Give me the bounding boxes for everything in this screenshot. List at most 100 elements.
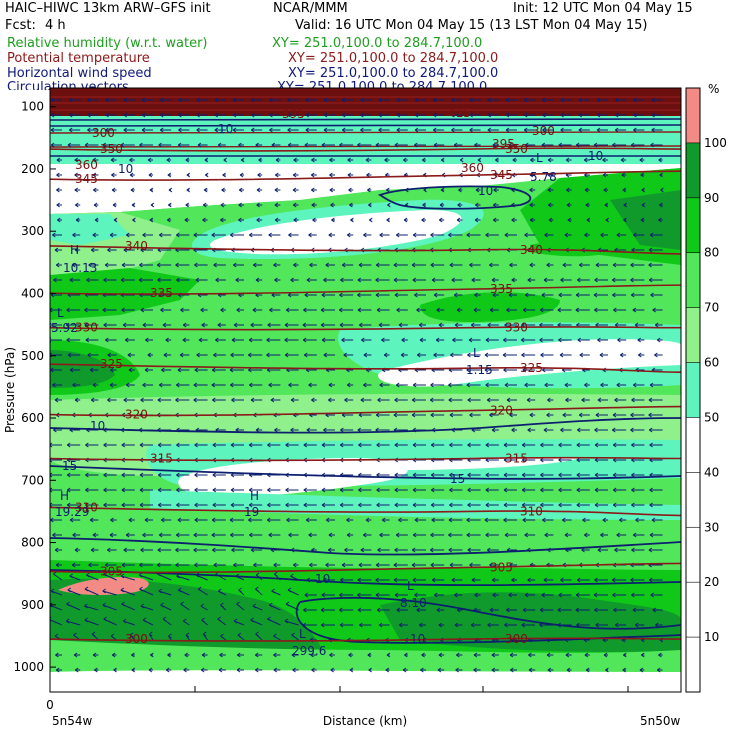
- circulation-vector-head: [489, 607, 494, 613]
- circulation-vector-head: [375, 262, 380, 268]
- extremum-h-3-marker: H: [250, 489, 259, 503]
- circulation-vector-head: [614, 547, 618, 553]
- circulation-vector-head: [658, 217, 662, 223]
- circulation-vector-head: [255, 586, 259, 592]
- circulation-vector-head: [523, 112, 528, 118]
- circulation-vector-head: [235, 427, 240, 433]
- circulation-vector-head: [641, 202, 646, 208]
- circulation-vector-head: [542, 517, 546, 523]
- circulation-vector-head: [273, 562, 277, 568]
- circulation-vector-head: [596, 112, 601, 118]
- circulation-vector-head: [521, 472, 526, 478]
- circulation-vector-head: [248, 502, 253, 508]
- circulation-vector-head: [654, 322, 659, 328]
- circulation-vector-head: [139, 487, 144, 493]
- theta-300-label-left: 300: [125, 632, 148, 646]
- circulation-vector-head: [432, 127, 437, 133]
- circulation-vector-head: [204, 157, 209, 163]
- circulation-vector-head: [121, 442, 126, 448]
- circulation-vector-head: [511, 187, 515, 193]
- circulation-vector-head: [230, 472, 235, 478]
- y-tick-label-200: 200: [21, 162, 44, 176]
- circulation-vector-head: [613, 607, 617, 613]
- circulation-vector-head: [469, 97, 473, 103]
- circulation-vector-head: [394, 292, 399, 298]
- circulation-vector-head: [139, 442, 144, 448]
- circulation-vector-head: [471, 427, 476, 433]
- circulation-vector-head: [346, 517, 350, 523]
- circulation-vector-head: [256, 202, 260, 208]
- circulation-vector-head: [649, 502, 653, 508]
- circulation-vector-head: [230, 532, 234, 538]
- circulation-vector-head: [524, 292, 529, 298]
- circulation-vector-head: [449, 562, 454, 568]
- circulation-vector-head: [54, 397, 59, 403]
- circulation-vector-head: [86, 427, 90, 433]
- circulation-vector-head: [238, 217, 242, 223]
- circulation-vector-head: [329, 187, 334, 193]
- circulation-vector-head: [620, 157, 625, 163]
- colorbar-tick-label-60: 60: [704, 356, 719, 370]
- circulation-vector-head: [509, 262, 513, 268]
- theta-320-contour: [50, 405, 681, 417]
- circulation-vector-head: [72, 232, 76, 238]
- colorbar-bin-50: [686, 362, 700, 418]
- circulation-vector-head: [186, 172, 191, 178]
- circulation-vector-head: [102, 142, 106, 148]
- circulation-vector-head: [541, 592, 545, 598]
- circulation-vector-head: [183, 618, 187, 624]
- circulation-vector-head: [502, 352, 507, 358]
- circulation-vector-head: [585, 667, 590, 673]
- circulation-vector-head: [622, 187, 626, 193]
- circulation-vector-head: [597, 397, 602, 403]
- circulation-vector-head: [393, 412, 398, 418]
- circulation-vector-head: [469, 112, 473, 118]
- circulation-vector-head: [258, 157, 262, 163]
- circulation-vector-head: [175, 397, 179, 403]
- circulation-vector-head: [285, 502, 289, 508]
- circulation-vector-head: [147, 157, 152, 163]
- circulation-vector-head: [290, 397, 295, 403]
- circulation-vector-head: [50, 517, 54, 523]
- circulation-vector-head: [303, 442, 308, 448]
- circulation-vector-head: [236, 652, 241, 658]
- circulation-vector-head: [357, 292, 361, 298]
- circulation-vector-head: [557, 607, 562, 613]
- circulation-vector-head: [303, 502, 308, 508]
- circulation-vector-head: [339, 622, 344, 628]
- circulation-vector-head: [292, 172, 297, 178]
- circulation-vector-head: [429, 547, 434, 553]
- circulation-vector-head: [375, 292, 380, 298]
- theta-310-contour: [50, 506, 681, 517]
- circulation-vector-head: [198, 337, 203, 343]
- circulation-vector-head: [633, 232, 637, 238]
- circulation-vector-head: [594, 577, 598, 583]
- circulation-vector-head: [84, 142, 89, 148]
- circulation-vector-head: [339, 472, 344, 478]
- circulation-vector-head: [197, 586, 202, 592]
- circulation-vector-head: [436, 307, 440, 313]
- circulation-vector-head: [103, 487, 107, 493]
- circulation-vector-head: [158, 532, 163, 538]
- circulation-vector-head: [285, 487, 289, 493]
- circulation-vector-head: [492, 142, 497, 148]
- circulation-vector-head: [547, 397, 551, 403]
- wind-label-8: 10: [315, 572, 330, 586]
- circulation-vector-head: [562, 517, 566, 523]
- circulation-vector-head: [284, 618, 289, 624]
- theta-310-label-right: 310: [520, 504, 543, 518]
- circulation-vector-head: [454, 592, 458, 598]
- circulation-vector-head: [321, 142, 326, 148]
- circulation-vector-head: [395, 232, 400, 238]
- circulation-vector-head: [125, 232, 130, 238]
- circulation-vector-head: [267, 616, 271, 622]
- circulation-vector-head: [578, 112, 583, 118]
- circulation-vector-head: [467, 547, 472, 553]
- axes: 100 200 300 400 500 600 700 800 900 1000: [13, 100, 629, 692]
- circulation-vector-head: [255, 631, 259, 637]
- circulation-vector-head: [69, 277, 74, 283]
- circulation-vector-head: [521, 487, 526, 493]
- field-circ-name: Circulation vectors: [7, 80, 129, 90]
- circulation-vector-head: [527, 577, 531, 583]
- circulation-vector-head: [339, 592, 343, 598]
